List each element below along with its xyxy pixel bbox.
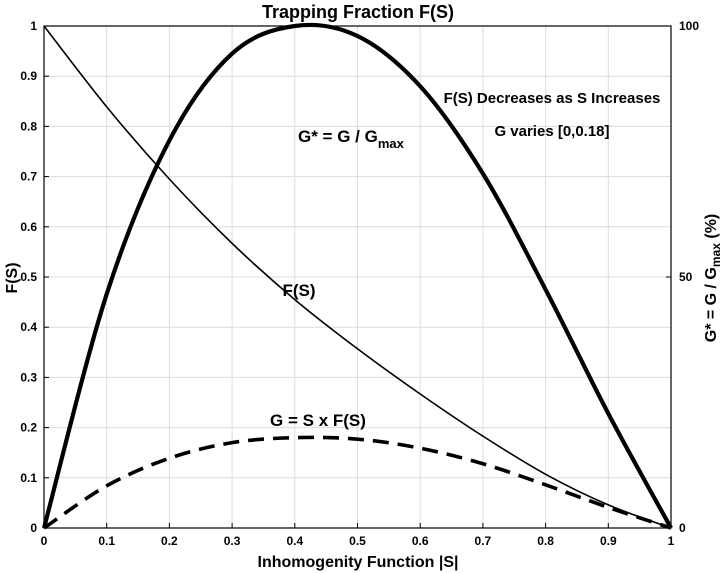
y-left-tick-label: 1 [30,19,37,33]
chart-title: Trapping Fraction F(S) [262,2,454,22]
series-thick-line [41,22,673,530]
x-tick-label: 0.1 [98,534,115,548]
y-left-tick-label: 0 [30,521,37,535]
y-left-tick-label: 0.3 [20,370,37,384]
x-tick-label: 0.4 [286,534,303,548]
y-axis-right-label-main: G* = G / G [703,267,720,342]
x-tick-label: 0.8 [537,534,554,548]
x-axis-label: Inhomogenity Function |S| [258,554,459,571]
y-left-tick-label: 0.1 [20,471,37,485]
x-tick-label: 1 [668,534,675,548]
series-thin-line [43,25,672,529]
x-tick-label: 0.7 [475,534,492,548]
plot-frame [43,25,672,529]
x-tick-label: 0.5 [349,534,366,548]
gstar-label-sub: max [378,136,405,151]
y-left-tick-label: 0.2 [20,421,37,435]
x-tick-label: 0.2 [161,534,178,548]
y-left-tick-label: 0.6 [20,220,37,234]
x-tick-label: 0.6 [412,534,429,548]
y-left-tick-label: 0.7 [20,170,37,184]
f-curve-label: F(S) [282,281,315,300]
y-left-tick-label: 0.9 [20,69,37,83]
note-g-range: G varies [0,0.18] [494,123,609,140]
gstar-curve-label: G* = G / Gmax [298,127,405,151]
y-right-tick-label: 100 [679,19,699,33]
y-right-tick-label: 50 [679,270,693,284]
x-tick-label: 0 [41,534,48,548]
y-left-tick-label: 0.4 [20,320,37,334]
series-lines [41,22,673,530]
g-curve-label: G = S x F(S) [270,411,366,430]
y-left-tick-label: 0.8 [20,119,37,133]
y-axis-right-label-tail: (%) [703,214,720,243]
y-left-tick-label: 0.5 [20,270,37,284]
x-tick-label: 0.3 [224,534,241,548]
y-axis-right-label-sub: max [709,243,723,267]
x-tick-label: 0.9 [600,534,617,548]
y-axis-right-label: G* = G / Gmax (%) [703,214,723,343]
series-dashed-line [42,435,672,530]
y-axis-left-label: F(S) [4,262,21,293]
note-decreases: F(S) Decreases as S Increases [444,90,661,107]
y-right-tick-label: 0 [679,521,686,535]
gstar-label-main: G* = G / G [298,127,378,146]
